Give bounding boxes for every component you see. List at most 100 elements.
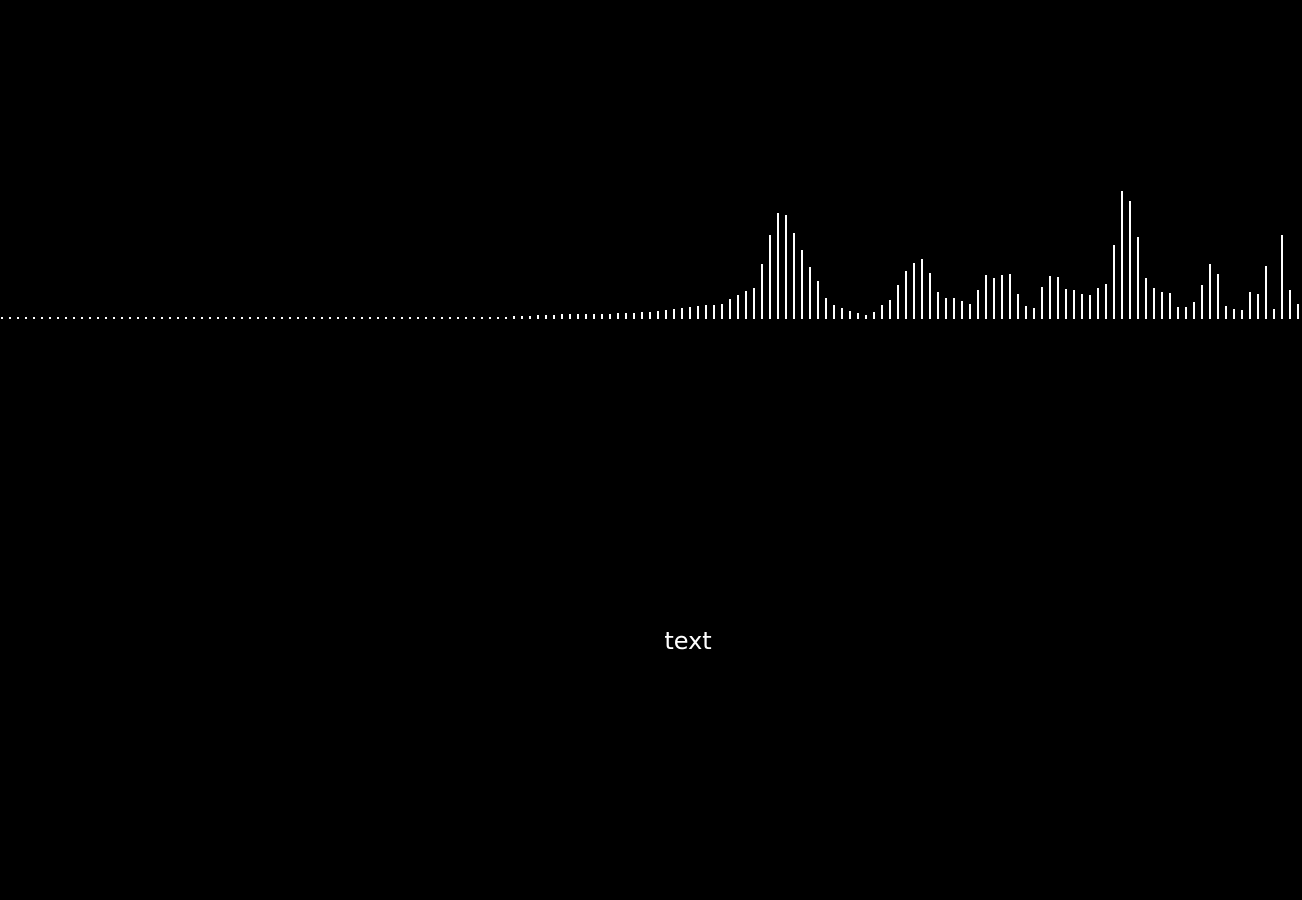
visualizer-bar [481,317,483,319]
visualizer-bar [1137,237,1139,319]
visualizer-bar [857,313,859,319]
visualizer-bar [1257,294,1259,319]
visualizer-bar [433,317,435,319]
visualizer-bar [305,317,307,319]
visualizer-bar [489,317,491,319]
visualizer-bar [129,317,131,319]
visualizer-bar [841,308,843,319]
visualizer-bar [617,313,619,319]
visualizer-bar [209,317,211,319]
visualizer-bar [217,317,219,319]
visualizer-bar [561,314,563,319]
visualizer-bar [793,233,795,319]
visualizer-bar [1065,289,1067,319]
visualizer-bar [809,267,811,319]
visualizer-bar [1241,310,1243,319]
visualizer-bar [25,317,27,319]
visualizer-bar [393,317,395,319]
visualizer-bar [297,317,299,319]
visualizer-bar [273,317,275,319]
visualizer-bar [177,317,179,319]
visualizer-bar [497,317,499,319]
visualizer-bar [49,317,51,319]
visualizer-bar [465,317,467,319]
visualizer-bar [369,317,371,319]
visualizer-bar [657,311,659,319]
visualizer-bar [385,317,387,319]
visualizer-bar [105,317,107,319]
visualizer-bar [1233,309,1235,319]
visualizer-bar [1025,306,1027,319]
visualizer-bar [1121,191,1123,319]
visualizer-bar [425,317,427,319]
visualizer-bar [1249,292,1251,319]
visualizer-bar [753,288,755,319]
visualizer-bar [593,314,595,319]
visualizer-bar [153,317,155,319]
visualizer-bar [865,315,867,319]
visualizer-bar [337,317,339,319]
visualizer-bar [257,317,259,319]
visualizer-bar [609,314,611,319]
visualizer-bar [1073,290,1075,319]
visualizer-bar [929,273,931,319]
visualizer-bar [1209,264,1211,319]
visualizer-bar [1049,276,1051,319]
visualizer-bar [401,317,403,319]
visualizer-bar [145,317,147,319]
visualizer-bar [1193,302,1195,319]
visualizer-bar [289,317,291,319]
visualizer-bar [649,312,651,319]
visualizer-bar [977,290,979,319]
visualizer-bar [265,317,267,319]
visualizer-bar [681,308,683,319]
visualizer-bar [329,317,331,319]
visualizer-bar [801,250,803,319]
visualizer-bar [673,309,675,319]
visualizer-bar [705,305,707,319]
visualizer-bar [745,291,747,319]
visualizer-bar [57,317,59,319]
visualizer-bar [121,317,123,319]
visualizer-bar [825,298,827,319]
visualizer-bar [1089,295,1091,319]
visualizer-bar [985,275,987,319]
visualizer-bar [529,316,531,319]
visualizer-bar [721,304,723,319]
visualizer-bar [1289,290,1291,319]
visualizer-bar [1033,308,1035,319]
visualizer-bar [1153,288,1155,319]
visualizer-bar [1097,288,1099,319]
visualizer-bar [993,278,995,319]
visualizer-bar [553,315,555,319]
visualizer-bar [713,305,715,319]
visualizer-bar [585,314,587,319]
visualizer-bar [193,317,195,319]
visualizer-bar [113,317,115,319]
visualizer-bar [1273,309,1275,319]
visualizer-bar [1017,294,1019,319]
visualizer-bar [281,317,283,319]
visualizer-bar [625,313,627,319]
visualizer-bar [737,295,739,319]
visualizer-bar [833,305,835,319]
visualizer-bar [417,317,419,319]
visualizer-bar [953,298,955,319]
visualizer-bar [473,317,475,319]
visualizer-bar [249,317,251,319]
visualizer-bar [161,317,163,319]
visualizer-bar [1001,275,1003,319]
visualizer-bar [89,317,91,319]
visualizer-bar [1161,292,1163,319]
visualizer-bar [945,298,947,319]
visualizer-bar [457,317,459,319]
visualizer-bar [817,281,819,319]
visualizer-bar [641,312,643,319]
visualizer-bar [65,317,67,319]
visualizer-bar [361,317,363,319]
visualizer-bar [921,259,923,319]
visualizer-bar [729,299,731,319]
visualizer-bar [1185,307,1187,319]
visualizer-bar [905,271,907,319]
visualizer-bar [1105,284,1107,319]
